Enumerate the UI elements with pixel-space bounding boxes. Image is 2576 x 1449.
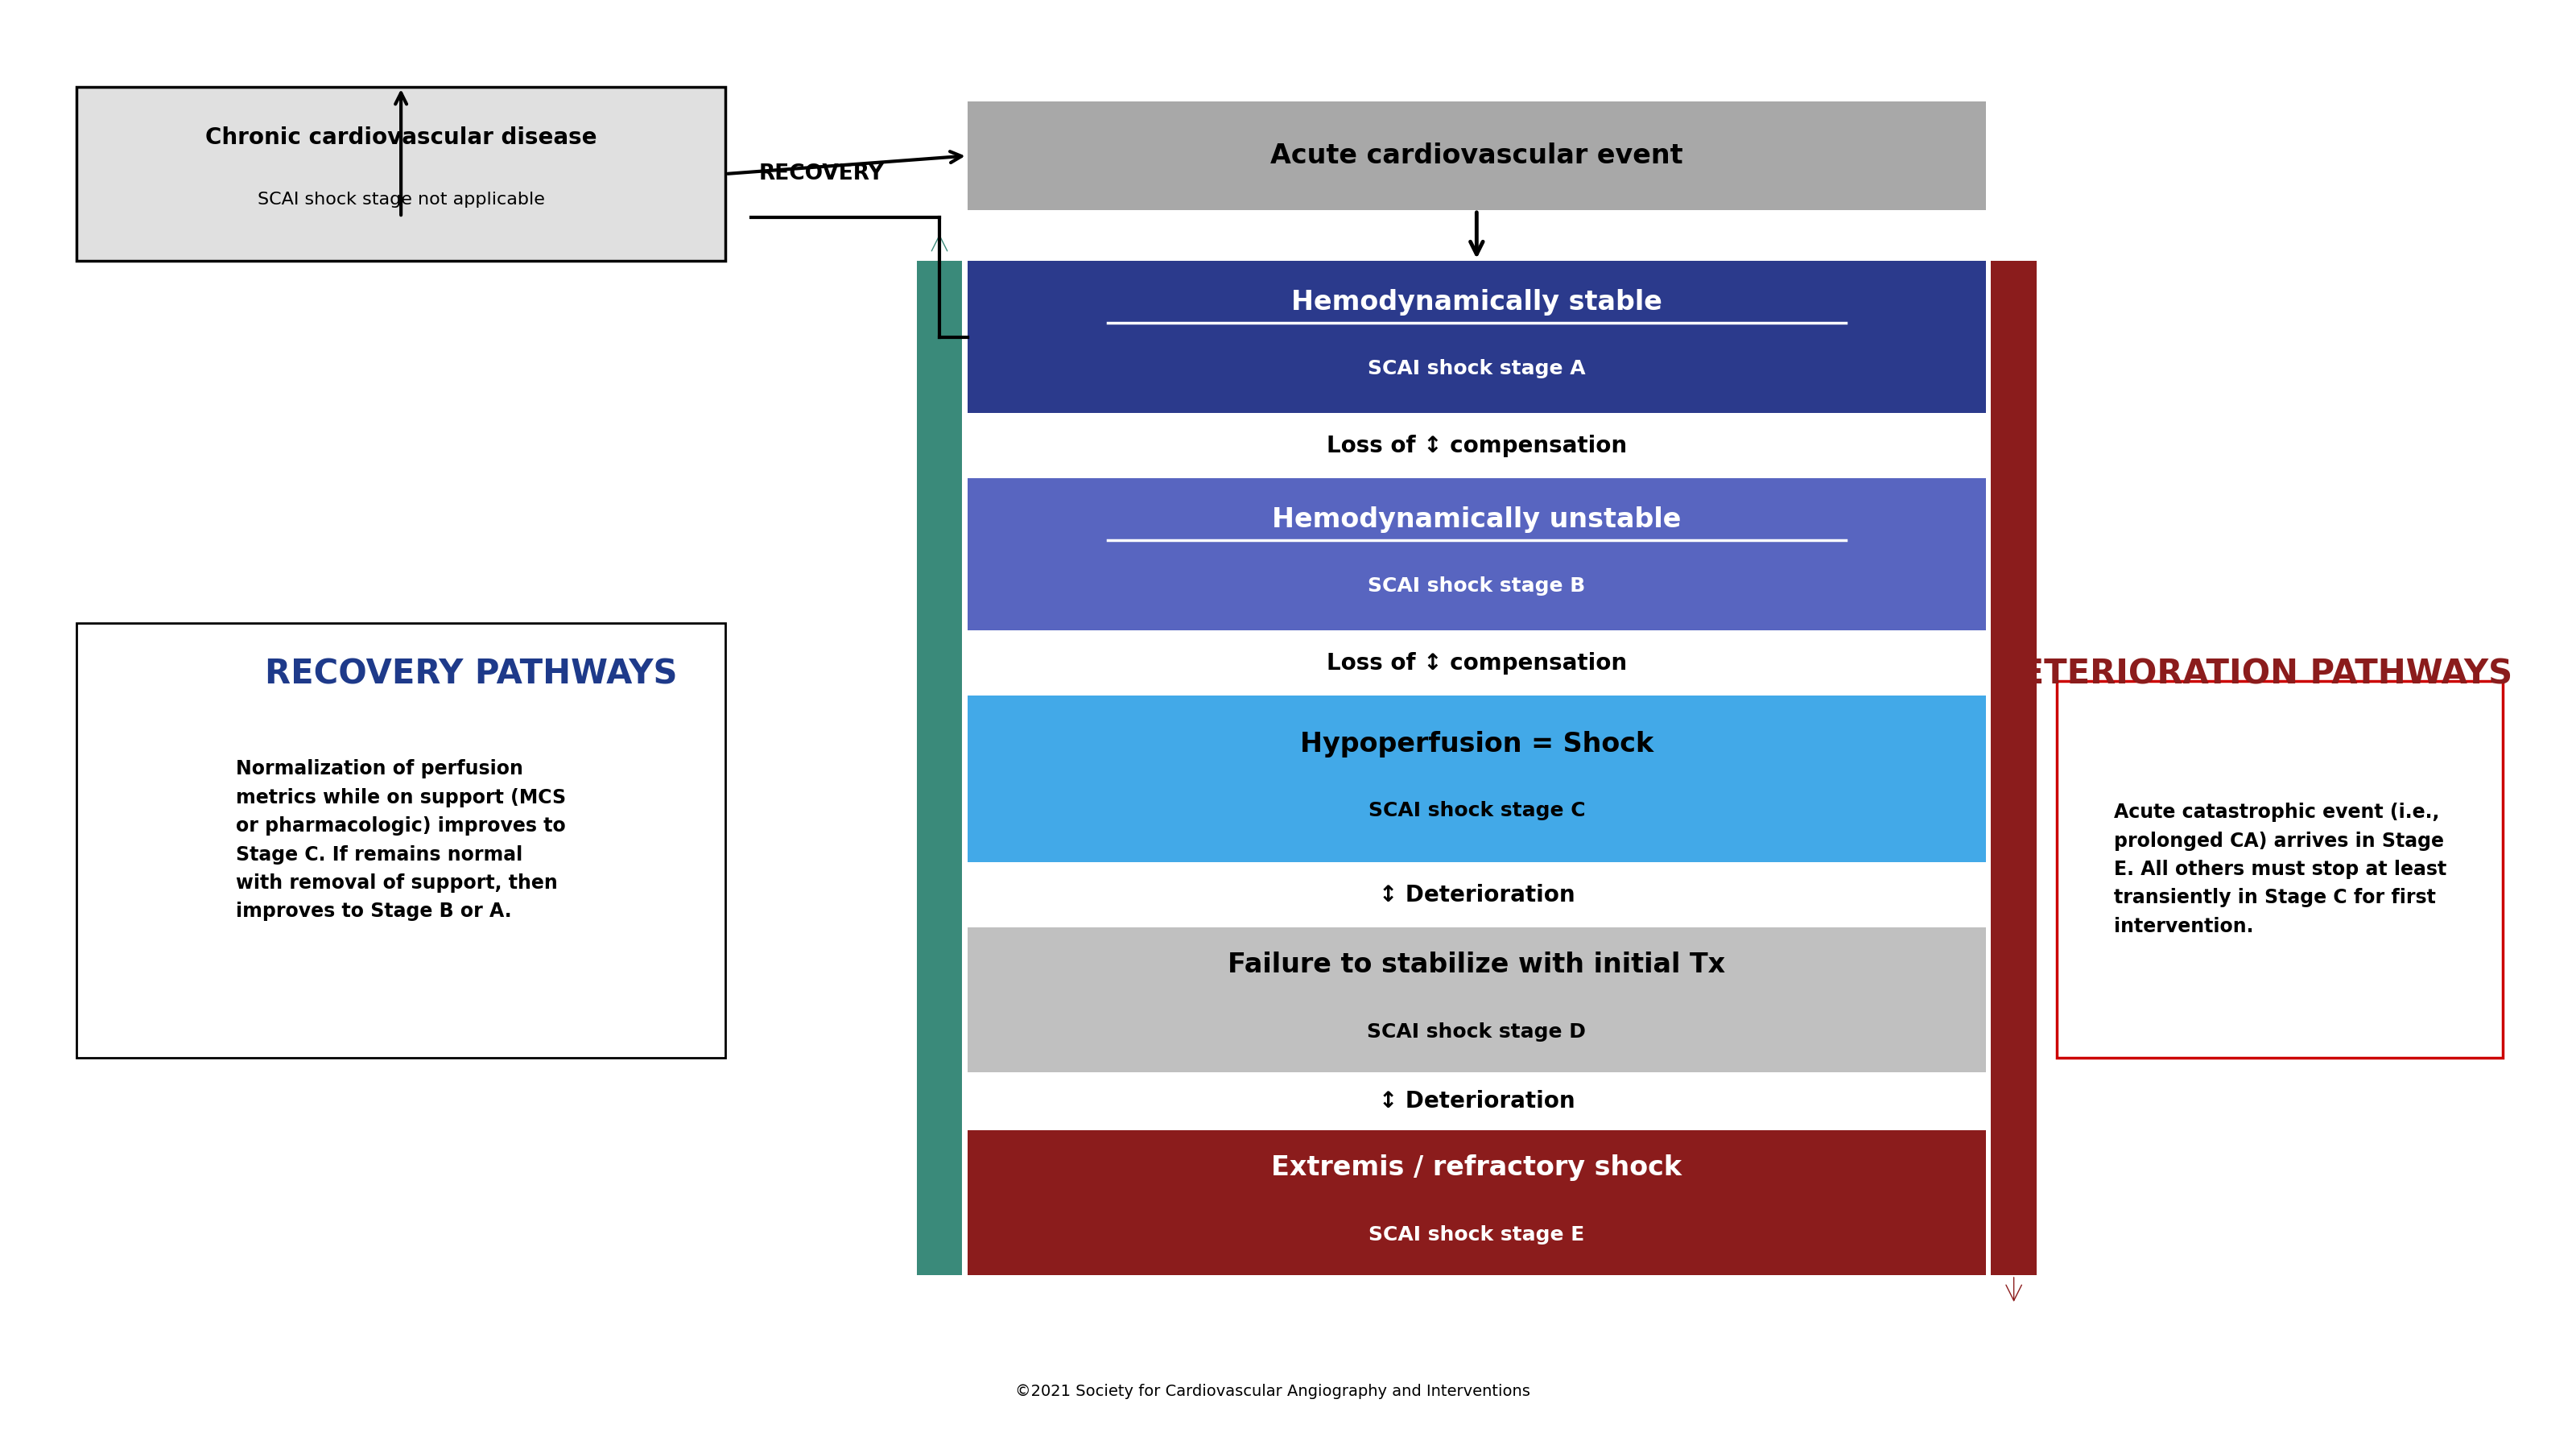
FancyBboxPatch shape bbox=[969, 478, 1986, 630]
Text: SCAI shock stage C: SCAI shock stage C bbox=[1368, 801, 1584, 820]
Text: Hemodynamically stable: Hemodynamically stable bbox=[1291, 288, 1662, 316]
Text: Hypoperfusion = Shock: Hypoperfusion = Shock bbox=[1301, 730, 1654, 758]
Text: Chronic cardiovascular disease: Chronic cardiovascular disease bbox=[206, 126, 598, 149]
Text: SCAI shock stage D: SCAI shock stage D bbox=[1368, 1022, 1587, 1042]
FancyBboxPatch shape bbox=[969, 1130, 1986, 1275]
Text: SCAI shock stage not applicable: SCAI shock stage not applicable bbox=[258, 191, 544, 209]
FancyBboxPatch shape bbox=[969, 101, 1986, 210]
Text: RECOVERY PATHWAYS: RECOVERY PATHWAYS bbox=[265, 656, 677, 691]
Text: ↕ Deterioration: ↕ Deterioration bbox=[1378, 884, 1574, 906]
Text: ↕ Deterioration: ↕ Deterioration bbox=[1378, 1090, 1574, 1113]
Text: SCAI shock stage A: SCAI shock stage A bbox=[1368, 359, 1587, 378]
Text: SCAI shock stage E: SCAI shock stage E bbox=[1368, 1224, 1584, 1245]
Text: Loss of ↕ compensation: Loss of ↕ compensation bbox=[1327, 652, 1628, 674]
Text: SCAI shock stage B: SCAI shock stage B bbox=[1368, 577, 1584, 596]
Text: Extremis / refractory shock: Extremis / refractory shock bbox=[1273, 1155, 1682, 1181]
FancyBboxPatch shape bbox=[77, 623, 726, 1058]
FancyBboxPatch shape bbox=[969, 927, 1986, 1072]
Text: Loss of ↕ compensation: Loss of ↕ compensation bbox=[1327, 435, 1628, 456]
Text: Acute cardiovascular event: Acute cardiovascular event bbox=[1270, 142, 1682, 170]
FancyBboxPatch shape bbox=[77, 87, 726, 261]
Text: DETERIORATION PATHWAYS: DETERIORATION PATHWAYS bbox=[1994, 656, 2512, 691]
FancyBboxPatch shape bbox=[2058, 681, 2504, 1058]
FancyBboxPatch shape bbox=[969, 261, 1986, 413]
Text: Normalization of perfusion
metrics while on support (MCS
or pharmacologic) impro: Normalization of perfusion metrics while… bbox=[237, 759, 567, 922]
FancyBboxPatch shape bbox=[1991, 261, 2038, 1275]
Text: Acute catastrophic event (i.e.,
prolonged CA) arrives in Stage
E. All others mus: Acute catastrophic event (i.e., prolonge… bbox=[2112, 803, 2447, 936]
Text: ©2021 Society for Cardiovascular Angiography and Interventions: ©2021 Society for Cardiovascular Angiogr… bbox=[1015, 1384, 1530, 1398]
FancyBboxPatch shape bbox=[917, 261, 963, 1275]
Text: Hemodynamically unstable: Hemodynamically unstable bbox=[1273, 506, 1682, 533]
Text: Failure to stabilize with initial Tx: Failure to stabilize with initial Tx bbox=[1229, 952, 1726, 978]
Text: RECOVERY: RECOVERY bbox=[760, 164, 884, 184]
FancyBboxPatch shape bbox=[969, 696, 1986, 862]
